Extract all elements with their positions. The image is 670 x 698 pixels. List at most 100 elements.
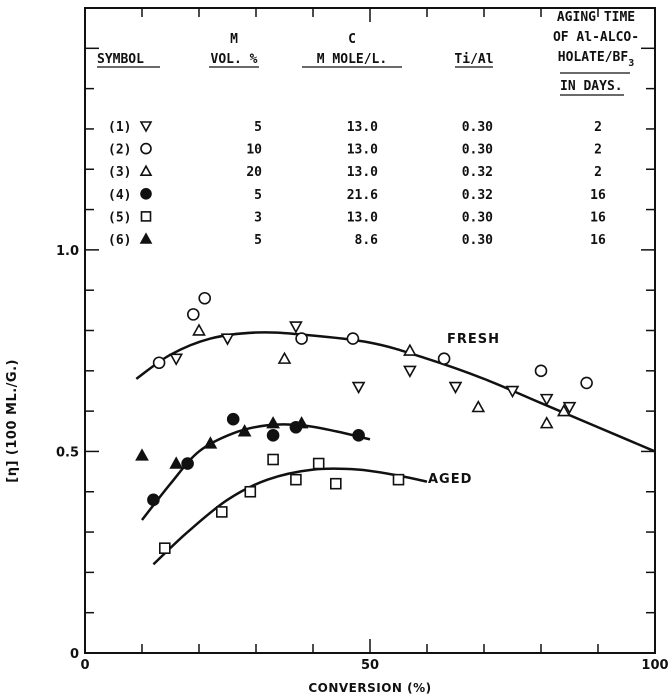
legend-row-vol: 5 (254, 233, 262, 248)
data-point-series-2 (346, 332, 360, 345)
legend-header-vol-line: M (230, 32, 238, 47)
legend-row-days: 2 (594, 165, 602, 180)
data-point-series-2 (187, 308, 200, 321)
legend-header-c-line: M MOLE/L. (317, 52, 387, 67)
legend-row-c: 13.0 (347, 210, 378, 225)
legend-row-tial: 0.30 (462, 210, 493, 225)
legend-row-vol: 5 (254, 120, 262, 135)
legend-row-vol: 3 (254, 210, 262, 225)
data-point-series-2 (152, 356, 166, 370)
legend-row-days: 2 (594, 143, 602, 158)
data-point-series-6 (203, 436, 218, 449)
data-point-series-3 (403, 343, 417, 356)
legend-row-marker (139, 164, 153, 176)
legend-header-c-line: C (348, 32, 356, 47)
legend-row-c: 13.0 (347, 120, 378, 135)
data-point-series-1 (448, 381, 463, 395)
data-point-series-2 (534, 364, 548, 378)
legend-row-tial: 0.30 (462, 233, 493, 248)
legend-row-c: 21.6 (347, 188, 378, 203)
legend-header-symbol: SYMBOL (97, 52, 144, 67)
data-point-series-4 (352, 429, 365, 442)
legend-header-aging-line: HOLATE/BF3 (558, 50, 634, 69)
legend-row-days: 2 (594, 120, 602, 135)
data-point-series-1 (505, 385, 520, 399)
x-tick-label: 0 (80, 658, 89, 673)
data-point-series-1 (289, 321, 303, 334)
legend-row-days: 16 (590, 233, 606, 248)
data-point-series-4 (226, 412, 240, 426)
data-point-series-3 (539, 416, 554, 429)
legend-row-label: (5) (108, 210, 131, 225)
data-point-series-5 (312, 457, 325, 470)
legend-header-aging-line: AGING TIME (557, 10, 635, 25)
data-point-series-6 (294, 416, 309, 429)
legend-row-c: 13.0 (347, 165, 378, 180)
legend-row-label: (3) (108, 165, 131, 180)
legend-header-aging-line: IN DAYS. (560, 79, 623, 94)
data-point-series-3 (277, 351, 292, 364)
data-point-series-1 (403, 365, 417, 378)
legend-row-marker (139, 232, 153, 244)
data-point-series-2 (437, 352, 451, 366)
annotation-fresh: FRESH (447, 332, 500, 347)
data-point-series-1 (351, 381, 366, 395)
legend-header-tial-line: Ti/Al (454, 52, 493, 67)
legend-row-marker (140, 211, 152, 222)
legend-row-tial: 0.30 (462, 120, 493, 135)
legend-row-vol: 20 (246, 165, 262, 180)
legend-row-days: 16 (590, 210, 606, 225)
x-axis-label: CONVERSION (%) (308, 681, 431, 695)
data-point-series-1 (562, 401, 577, 415)
data-point-series-2 (198, 291, 211, 305)
data-point-series-3 (556, 403, 571, 417)
data-point-series-6 (169, 456, 184, 469)
y-tick-label: 0.5 (56, 445, 79, 460)
legend-row-c: 8.6 (355, 233, 379, 248)
annotation-aged: AGED (428, 472, 472, 487)
legend-header-aging-line: OF Al-ALCO- (553, 30, 639, 45)
data-point-series-5 (329, 477, 342, 490)
legend-row-marker (139, 121, 153, 133)
plot-frame (84, 7, 656, 654)
data-point-series-5 (392, 473, 405, 486)
data-point-series-6 (237, 424, 252, 437)
legend-row-days: 16 (590, 188, 606, 203)
data-point-series-6 (266, 416, 280, 429)
data-point-series-5 (159, 542, 171, 554)
data-point-series-3 (471, 399, 486, 413)
legend-row-label: (2) (108, 143, 131, 158)
x-tick-label: 50 (361, 658, 379, 673)
data-point-series-6 (135, 448, 149, 461)
legend-row-tial: 0.32 (462, 188, 493, 203)
legend-row-marker (140, 142, 152, 155)
legend-row-marker (140, 188, 152, 200)
data-point-series-4 (181, 457, 194, 470)
data-point-series-5 (244, 485, 257, 498)
data-point-series-5 (216, 506, 228, 518)
data-point-series-5 (290, 473, 302, 486)
y-axis-label: [η] (100 ML./G.) (5, 359, 20, 483)
legend-header-vol-line: VOL. % (211, 52, 258, 67)
data-point-series-4 (266, 429, 280, 442)
data-point-series-1 (220, 333, 235, 346)
data-point-series-1 (169, 353, 184, 366)
legend-row-vol: 10 (246, 143, 262, 158)
data-point-series-5 (267, 453, 279, 466)
curve-fresh (135, 331, 656, 453)
data-point-series-4 (147, 493, 160, 507)
x-tick-label: 100 (641, 658, 668, 673)
legend-row-c: 13.0 (347, 143, 378, 158)
legend-row-label: (1) (108, 120, 131, 135)
y-tick-label: 0 (70, 647, 79, 662)
data-point-series-2 (580, 376, 593, 390)
data-point-series-2 (295, 332, 308, 345)
legend-row-label: (4) (108, 188, 131, 203)
legend-row-tial: 0.32 (462, 165, 493, 180)
y-tick-label: 1.0 (56, 244, 79, 259)
legend-row-vol: 5 (254, 188, 262, 203)
data-point-series-3 (192, 323, 206, 336)
legend-row-tial: 0.30 (462, 143, 493, 158)
legend-row-label: (6) (108, 233, 131, 248)
